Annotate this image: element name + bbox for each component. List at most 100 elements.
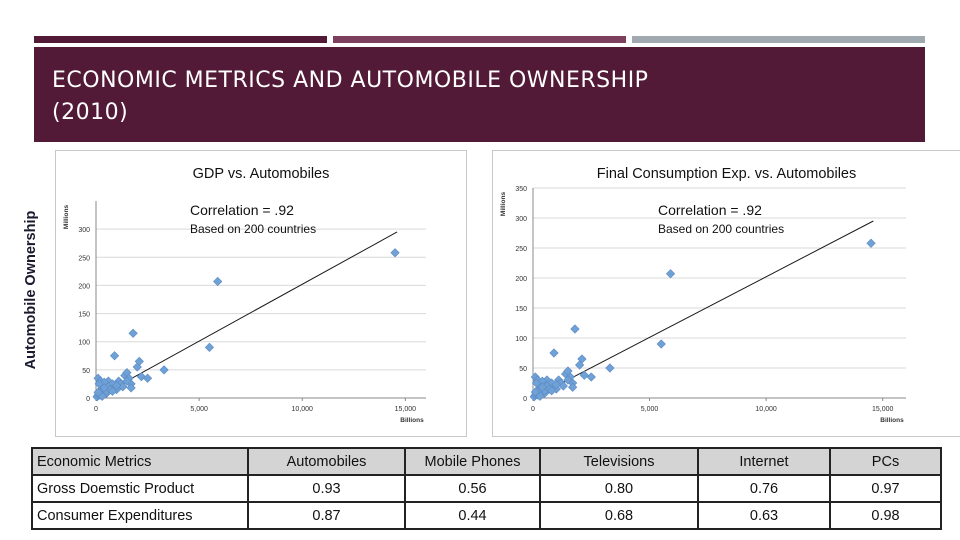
- y-axis-unit-label: Millions: [63, 205, 70, 230]
- table-cell: 0.76: [697, 474, 831, 503]
- data-point: [122, 376, 132, 386]
- trendline: [95, 231, 398, 399]
- data-point: [866, 238, 876, 248]
- data-point: [159, 365, 169, 375]
- data-point: [112, 380, 122, 391]
- table-cell: 0.93: [247, 474, 406, 503]
- data-point: [586, 372, 596, 382]
- top-bar-3: [632, 36, 925, 43]
- correlation-annotation: Correlation = .92: [190, 202, 294, 218]
- data-point: [605, 363, 615, 373]
- data-point: [551, 380, 561, 390]
- data-point: [531, 378, 542, 388]
- data-point: [568, 382, 578, 392]
- data-point: [575, 360, 585, 370]
- slide-title: ECONOMIC METRICS AND AUTOMOBILE OWNERSHI…: [52, 65, 648, 129]
- data-point: [107, 386, 118, 396]
- x-tick-label: 15,000: [395, 406, 417, 413]
- data-point: [93, 387, 103, 397]
- data-point: [134, 356, 144, 367]
- x-tick-label: 0: [94, 406, 98, 413]
- col-header-televisions: Televisions: [539, 447, 699, 476]
- data-point: [537, 382, 547, 392]
- y-tick-label: 300: [78, 227, 90, 234]
- correlation-annotation: Correlation = .92: [658, 202, 762, 218]
- table-cell: 0.63: [697, 501, 831, 530]
- y-tick-label: 250: [78, 255, 90, 262]
- x-axis-unit-label: Billions: [880, 417, 904, 424]
- col-header-pcs: PCs: [829, 447, 942, 476]
- y-tick-label: 250: [515, 246, 527, 253]
- x-tick-label: 15,000: [872, 406, 894, 413]
- y-tick-label: 100: [78, 340, 90, 347]
- col-header-mobile-phones: Mobile Phones: [404, 447, 541, 476]
- x-tick-label: 0: [531, 406, 535, 413]
- y-tick-label: 50: [82, 368, 90, 375]
- slide-title-line-2: (2010): [52, 100, 129, 125]
- data-point: [570, 324, 580, 334]
- title-banner: ECONOMIC METRICS AND AUTOMOBILE OWNERSHI…: [34, 47, 925, 142]
- table-cell: Consumer Expenditures: [31, 501, 249, 530]
- y-tick-label: 300: [515, 216, 527, 223]
- x-tick-label: 5,000: [641, 406, 659, 413]
- col-header-automobiles: Automobiles: [247, 447, 406, 476]
- top-bar-2: [333, 36, 626, 43]
- automobile-ownership-label-text: Automobile Ownership: [23, 210, 39, 370]
- chart-consumption-svg: 0 50 100 150 200 250 300 350 0 5,000 10,000 15,000 B…: [500, 166, 906, 424]
- y-tick-label: 350: [515, 186, 527, 193]
- table-header-row: Economic Metrics Automobiles Mobile Phon…: [31, 447, 942, 476]
- data-point: [547, 386, 557, 396]
- table-cell: 0.87: [247, 501, 406, 530]
- data-point: [563, 375, 573, 385]
- trendline: [532, 220, 874, 399]
- chart-title: GDP vs. Automobiles: [193, 166, 330, 182]
- table-cell: 0.97: [829, 474, 942, 503]
- table-row: Gross Doemstic Product 0.93 0.56 0.80 0.…: [31, 474, 942, 503]
- slide-title-line-1: ECONOMIC METRICS AND AUTOMOBILE OWNERSHI…: [52, 68, 649, 93]
- data-point: [390, 248, 400, 258]
- table-cell: 0.44: [404, 501, 541, 530]
- table-cell: 0.56: [404, 474, 541, 503]
- data-point: [94, 379, 104, 389]
- y-tick-label: 0: [86, 396, 90, 403]
- y-tick-label: 100: [515, 336, 527, 343]
- top-bar-1: [34, 36, 327, 43]
- sample-size-annotation: Based on 200 countries: [658, 222, 784, 236]
- y-tick-label: 50: [519, 366, 527, 373]
- x-axis-unit-label: Billions: [400, 417, 424, 424]
- data-point: [656, 339, 666, 349]
- data-point: [213, 276, 223, 287]
- data-point: [142, 373, 153, 383]
- data-point: [109, 351, 120, 361]
- x-tick-label: 10,000: [755, 406, 777, 413]
- x-tick-label: 5,000: [190, 406, 208, 413]
- table-row: Consumer Expenditures 0.87 0.44 0.68 0.6…: [31, 501, 942, 530]
- correlation-table: Economic Metrics Automobiles Mobile Phon…: [31, 447, 942, 530]
- table-cell: 0.98: [829, 501, 942, 530]
- y-tick-label: 150: [515, 306, 527, 313]
- automobile-ownership-axis-label: Automobile Ownership: [20, 175, 42, 405]
- x-tick-label: 10,000: [292, 406, 314, 413]
- y-tick-label: 200: [78, 283, 90, 290]
- table-cell: Gross Doemstic Product: [31, 474, 249, 503]
- data-point: [549, 348, 559, 358]
- data-point: [530, 387, 540, 397]
- y-tick-label: 0: [523, 396, 527, 403]
- data-point: [579, 370, 589, 380]
- col-header-economic-metrics: Economic Metrics: [31, 447, 249, 476]
- sample-size-annotation: Based on 200 countries: [190, 222, 316, 236]
- chart-gdp-svg: 0 50 100 150 200 250 300 0 5,000 10,000 15,000 Bill…: [63, 166, 426, 424]
- data-point: [577, 354, 587, 364]
- data-point: [535, 391, 545, 401]
- chart-consumption-vs-automobiles: 0 50 100 150 200 250 300 350 0 5,000 10,000 15,000 B…: [492, 150, 960, 437]
- data-point: [204, 342, 215, 352]
- table-cell: 0.68: [539, 501, 699, 530]
- table-cell: 0.80: [539, 474, 699, 503]
- y-tick-label: 200: [515, 276, 527, 283]
- data-point: [128, 328, 138, 338]
- data-point: [126, 383, 136, 393]
- chart-gdp-vs-automobiles: 0 50 100 150 200 250 300 0 5,000 10,000 15,000 Bill…: [55, 150, 467, 437]
- data-point: [99, 383, 109, 393]
- y-axis-unit-label: Millions: [500, 192, 507, 217]
- col-header-internet: Internet: [697, 447, 831, 476]
